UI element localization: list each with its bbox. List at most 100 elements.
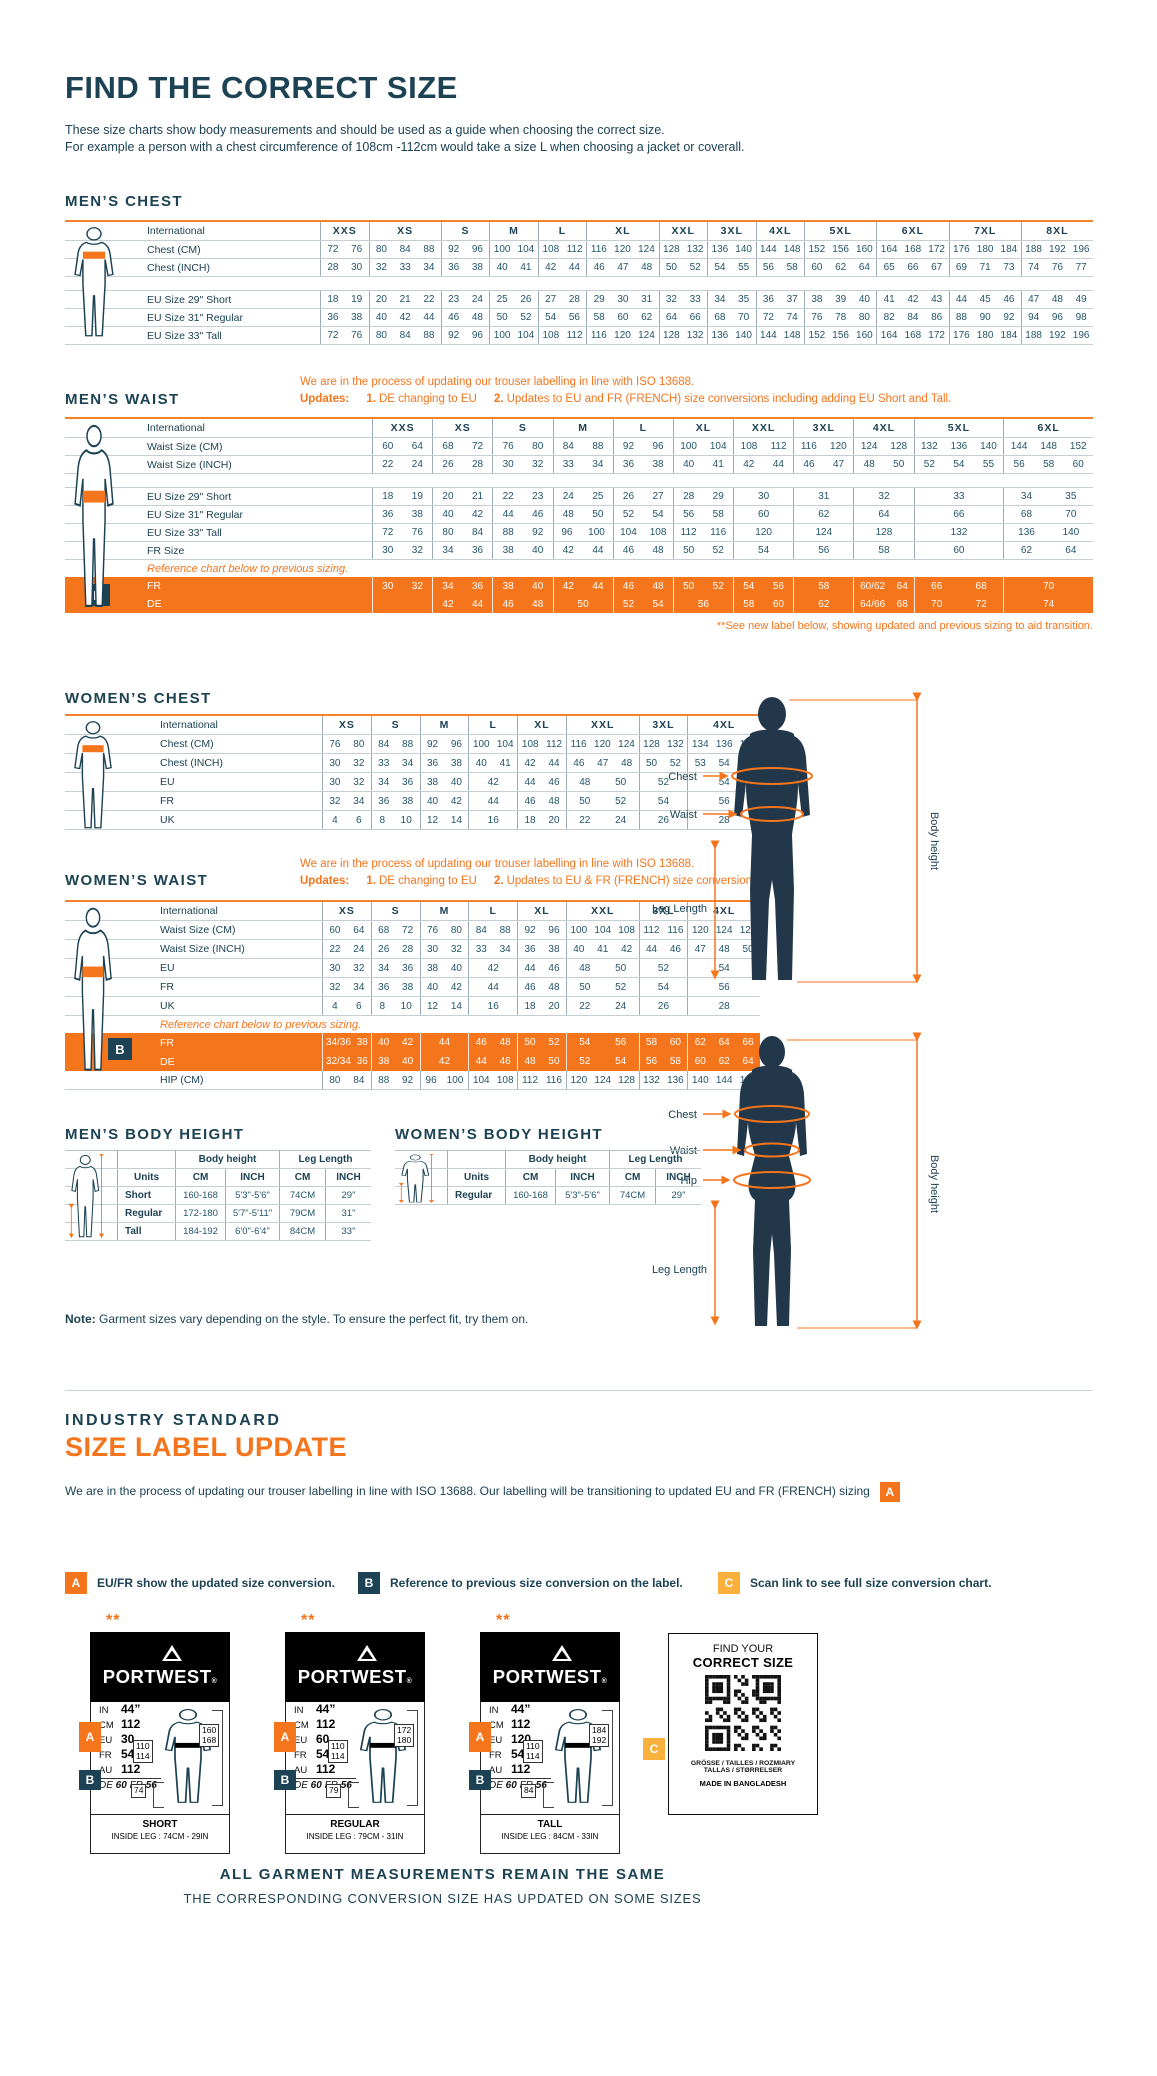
label-badge-b: B: [469, 1770, 491, 1790]
size-value: 140: [1062, 527, 1080, 538]
size-cell: 24 25: [552, 488, 613, 505]
size-cell: 52 54: [612, 595, 673, 613]
chest-label: Chest: [668, 771, 697, 783]
size-cell: 46 48: [612, 542, 673, 559]
column-header-size: 3XL: [793, 419, 853, 437]
size-label-card: ** PORTWEST® IN 44” CM 112 EU 30 FR 54 AU 112 DE 60 …: [79, 1612, 230, 1854]
size-value: 100: [446, 1074, 464, 1086]
size-value: 38: [426, 962, 439, 974]
size-value: 16: [487, 814, 499, 826]
label-figure: [346, 1706, 418, 1810]
size-value: 18: [524, 1000, 536, 1012]
womens-waist-table: International XS S M L XL XXL 3XL 4XL Waist Size …: [65, 900, 760, 1090]
size-value: 50: [742, 943, 754, 955]
measurement-row: EU 60: [286, 1732, 424, 1747]
column-header-size: 4XL: [853, 419, 913, 437]
size-cell: 92 96: [612, 438, 673, 455]
female-chest-figure-icon: [71, 720, 115, 832]
size-value: 48: [652, 580, 664, 592]
prev-de-value: 60: [115, 1780, 127, 1791]
size-cell: 30 32: [322, 773, 371, 791]
size-cell: 30 32: [372, 542, 432, 559]
size-cell: 50 52: [672, 577, 733, 595]
size-value: 176: [953, 244, 970, 255]
size-value: 54: [714, 262, 726, 273]
size-cell: 56: [687, 792, 760, 810]
size-value: 54: [718, 776, 730, 788]
size-value: 54: [652, 509, 664, 520]
size-value: 132: [667, 738, 684, 750]
measurement-label: CM: [489, 1720, 504, 1731]
column-header-row: Units CM INCH CM INCH: [395, 1169, 701, 1187]
size-value: 19: [351, 294, 363, 305]
leg-measure-box: 79: [326, 1784, 342, 1798]
mens-body-height-heading: MEN’S BODY HEIGHT: [65, 1126, 245, 1143]
size-value: 140: [691, 1074, 709, 1086]
column-header: INCH: [325, 1169, 371, 1186]
size-value: 60/62: [860, 580, 886, 592]
table-row: Tall 184-192 6'0"-6'4" 84CM 33": [65, 1223, 371, 1241]
size-value: 30: [329, 776, 341, 788]
size-value: 40: [573, 943, 585, 955]
column-header-size: 4XL: [755, 222, 805, 240]
size-value: 34: [402, 757, 414, 769]
size-cell: 50 52: [672, 542, 733, 559]
measurement-row: CM 112: [481, 1717, 619, 1732]
size-value: 60: [694, 1056, 706, 1067]
column-header-size: S: [370, 716, 420, 734]
size-value: 84: [399, 330, 411, 341]
table-row: Waist Size (CM) 60 64 68 72 76 80 84 88 92 96 100 10…: [65, 921, 760, 940]
size-value: 42: [562, 545, 574, 556]
size-cell: 18 20: [517, 811, 566, 829]
size-value: 28: [718, 814, 730, 826]
measurement-arrows: [703, 692, 922, 984]
size-value: 30: [351, 262, 363, 273]
male-chest-figure-icon: [71, 226, 117, 340]
measurement-label: EU: [99, 1735, 113, 1746]
size-cell: 42 44: [733, 456, 793, 473]
size-value: 24: [615, 1000, 627, 1012]
measurement-label: FR: [294, 1750, 307, 1761]
row-label: EU Size 31" Regular: [147, 508, 243, 521]
height-bracket: [602, 1710, 613, 1806]
prev-de-value: 60: [505, 1780, 517, 1791]
size-value: 14: [450, 1000, 462, 1012]
legend-badge-c: C: [718, 1572, 740, 1594]
size-cell: 26: [638, 997, 688, 1015]
row-label: Chest (CM): [160, 738, 214, 750]
measure-value: 114: [136, 1750, 150, 1761]
size-value: 28: [471, 459, 484, 470]
size-cell: 28: [687, 997, 760, 1015]
size-value: 52: [689, 262, 701, 273]
measurement-value: 44”: [511, 1702, 531, 1716]
column-header-size: M: [419, 716, 469, 734]
size-cell: 25 26: [489, 291, 538, 308]
group-spacer: [117, 1151, 175, 1168]
size-value: 34: [442, 580, 454, 592]
size-cell: 22 24: [565, 811, 639, 829]
size-cell: 184-192: [175, 1223, 225, 1240]
measurement-row: FR 54: [91, 1747, 229, 1762]
measurement-arrows: [703, 1032, 922, 1330]
size-cell: 44 46: [468, 1052, 517, 1071]
measure-value: 114: [331, 1750, 345, 1761]
size-cell: 56 58: [638, 1052, 688, 1071]
size-value: 80: [329, 1074, 341, 1086]
portwest-logo-header: PORTWEST®: [90, 1632, 230, 1702]
row-label: EU Size 33" Tall: [147, 526, 222, 539]
size-value: 52: [622, 598, 635, 610]
size-value: 55: [738, 262, 750, 273]
size-value: 132: [950, 527, 968, 538]
size-value: 66: [742, 1037, 754, 1048]
size-cell: 32 33 34: [368, 259, 441, 276]
size-value: 32: [411, 580, 423, 592]
size-value: 46: [573, 757, 585, 769]
waist-label: Waist: [670, 1145, 697, 1157]
size-value: 96: [652, 441, 664, 452]
height-measure-box: 184 192: [589, 1724, 610, 1747]
measure-value: 114: [526, 1750, 540, 1761]
column-header: CM: [505, 1169, 555, 1186]
size-value: 52: [657, 962, 670, 974]
table-row: Waist Size (CM) 60 64 68 72 76 80 84 88 92 96 100 10…: [65, 438, 1093, 456]
